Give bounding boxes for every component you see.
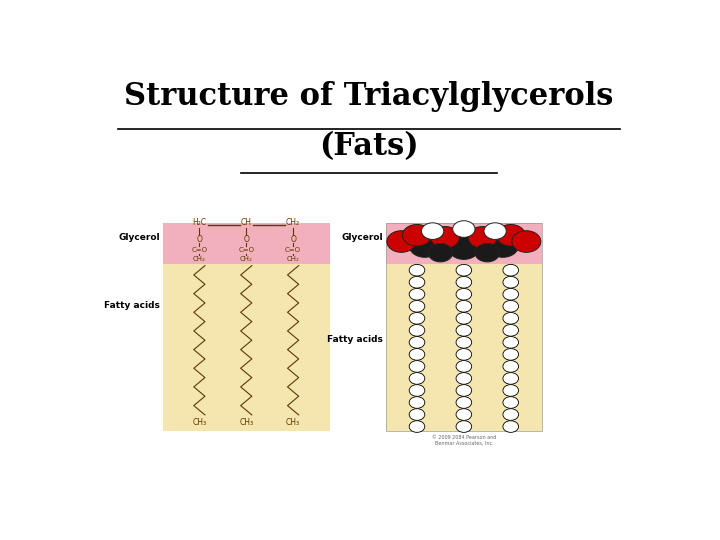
- Circle shape: [449, 236, 480, 259]
- Text: CH₃: CH₃: [286, 418, 300, 427]
- Text: © 2009 2084 Pearson and
Benmar Associates, Inc.: © 2009 2084 Pearson and Benmar Associate…: [432, 435, 496, 446]
- Circle shape: [409, 409, 425, 420]
- Circle shape: [409, 336, 425, 348]
- Circle shape: [503, 276, 518, 288]
- Circle shape: [475, 244, 500, 262]
- Circle shape: [503, 373, 518, 384]
- Circle shape: [503, 397, 518, 408]
- Circle shape: [503, 325, 518, 336]
- Circle shape: [456, 373, 472, 384]
- Text: O: O: [243, 234, 249, 244]
- Circle shape: [431, 227, 459, 248]
- Circle shape: [456, 313, 472, 324]
- Circle shape: [484, 223, 506, 239]
- Text: CH: CH: [240, 218, 252, 227]
- Circle shape: [503, 288, 518, 300]
- Circle shape: [503, 300, 518, 312]
- Bar: [163, 223, 330, 265]
- Circle shape: [409, 361, 425, 372]
- Bar: [386, 223, 542, 431]
- Circle shape: [409, 265, 425, 276]
- Circle shape: [409, 384, 425, 396]
- Bar: [386, 265, 542, 431]
- Circle shape: [503, 313, 518, 324]
- Circle shape: [503, 409, 518, 420]
- Circle shape: [421, 223, 444, 239]
- Circle shape: [453, 221, 475, 238]
- Text: (Fats): (Fats): [319, 131, 419, 163]
- Text: Glycerol: Glycerol: [118, 233, 160, 242]
- Circle shape: [503, 265, 518, 276]
- Circle shape: [409, 397, 425, 408]
- Circle shape: [409, 313, 425, 324]
- Bar: [163, 265, 330, 431]
- Circle shape: [456, 276, 472, 288]
- Circle shape: [503, 361, 518, 372]
- Text: Structure of Triacylglycerols: Structure of Triacylglycerols: [125, 82, 613, 112]
- Circle shape: [456, 265, 472, 276]
- Text: CH₃: CH₃: [239, 418, 253, 427]
- Circle shape: [512, 231, 541, 252]
- Text: C=O: C=O: [238, 247, 254, 253]
- Text: O: O: [290, 234, 296, 244]
- Circle shape: [496, 225, 526, 246]
- Circle shape: [456, 421, 472, 433]
- Text: Glycerol: Glycerol: [341, 233, 383, 242]
- Circle shape: [503, 384, 518, 396]
- Circle shape: [456, 348, 472, 360]
- Circle shape: [503, 421, 518, 433]
- Circle shape: [428, 244, 453, 262]
- Circle shape: [456, 288, 472, 300]
- Text: CH₂: CH₂: [286, 218, 300, 227]
- Text: CH₃: CH₃: [192, 418, 207, 427]
- Circle shape: [387, 231, 416, 252]
- Circle shape: [503, 336, 518, 348]
- Text: C=O: C=O: [285, 247, 301, 253]
- Circle shape: [409, 348, 425, 360]
- Text: H₂C: H₂C: [192, 218, 207, 227]
- Circle shape: [409, 276, 425, 288]
- Circle shape: [456, 384, 472, 396]
- Bar: [386, 223, 542, 265]
- Circle shape: [487, 234, 518, 258]
- Text: O: O: [197, 234, 202, 244]
- Text: CH₂: CH₂: [240, 256, 253, 262]
- Text: Fatty acids: Fatty acids: [327, 335, 383, 344]
- Circle shape: [456, 397, 472, 408]
- Circle shape: [456, 409, 472, 420]
- Text: CH₂: CH₂: [193, 256, 206, 262]
- Circle shape: [468, 227, 497, 248]
- Circle shape: [409, 373, 425, 384]
- Circle shape: [409, 288, 425, 300]
- Text: Fatty acids: Fatty acids: [104, 301, 160, 310]
- Circle shape: [456, 325, 472, 336]
- Text: CH₂: CH₂: [287, 256, 300, 262]
- Circle shape: [503, 348, 518, 360]
- Circle shape: [409, 234, 441, 258]
- Circle shape: [456, 361, 472, 372]
- Circle shape: [456, 300, 472, 312]
- Circle shape: [409, 300, 425, 312]
- Circle shape: [402, 225, 431, 246]
- Circle shape: [456, 336, 472, 348]
- Circle shape: [409, 421, 425, 433]
- Circle shape: [409, 325, 425, 336]
- Text: C=O: C=O: [192, 247, 207, 253]
